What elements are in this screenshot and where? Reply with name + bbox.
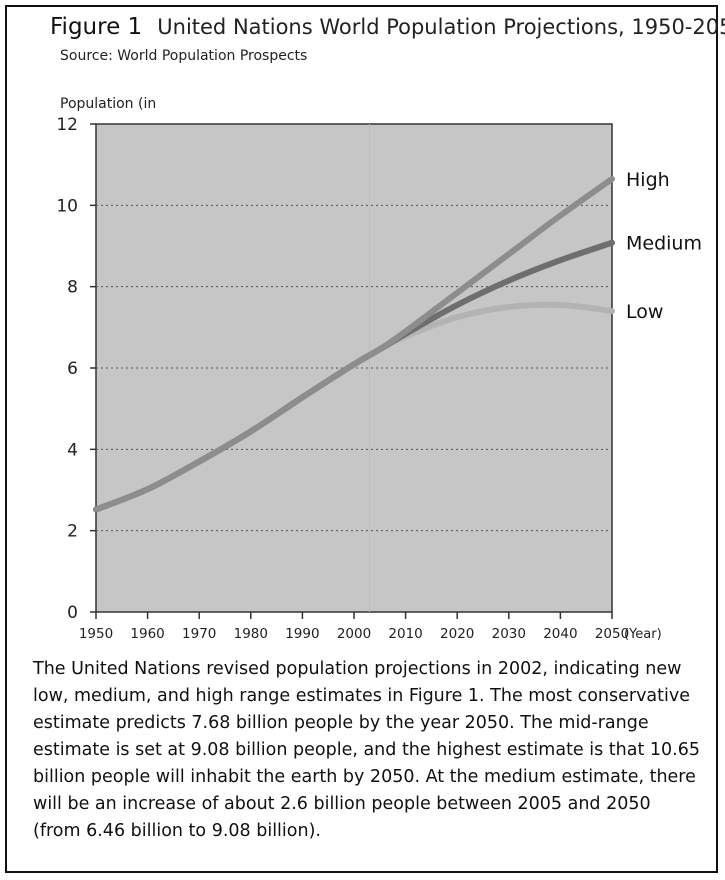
x-tick-label: 2000 [337,626,371,642]
x-axis-label: (Year) [624,627,662,642]
series-line-high [93,175,615,513]
figure-title-row: Figure 1 United Nations World Population… [50,14,725,40]
x-tick-label: 2030 [492,626,526,642]
figure-title: United Nations World Population Projecti… [157,15,725,39]
y-axis-label: Population (in [60,96,156,112]
figure-caption: The United Nations revised population pr… [33,659,700,841]
x-tick-label: 1950 [79,626,113,642]
y-tick-label: 10 [56,196,78,216]
population-chart: 0 2 4 6 8 10 12 1950 1960 1970 1980 1990 2000 2010 202… [56,96,702,642]
series-label-high: High [626,169,670,191]
y-tick-label: 6 [67,359,78,379]
y-tick-label: 12 [56,115,78,135]
figure-label: Figure 1 [50,14,143,40]
x-tick-label: 1990 [285,626,319,642]
y-tick-label: 8 [67,278,78,298]
y-tick-label: 4 [67,440,78,460]
figure-source: Source: World Population Prospects [60,48,308,64]
plot-area [95,123,613,613]
x-tick-label: 2050 [595,626,629,642]
x-tick-label: 1960 [130,626,164,642]
x-tick-label: 2040 [543,626,577,642]
x-tick-label: 1980 [234,626,268,642]
y-tick-label: 0 [67,603,78,623]
x-tick-label: 1970 [182,626,216,642]
series-label-low: Low [626,301,663,323]
x-tick-label: 2020 [440,626,474,642]
x-tick-label: 2010 [388,626,422,642]
series-label-medium: Medium [626,233,702,255]
y-tick-label: 2 [67,522,78,542]
